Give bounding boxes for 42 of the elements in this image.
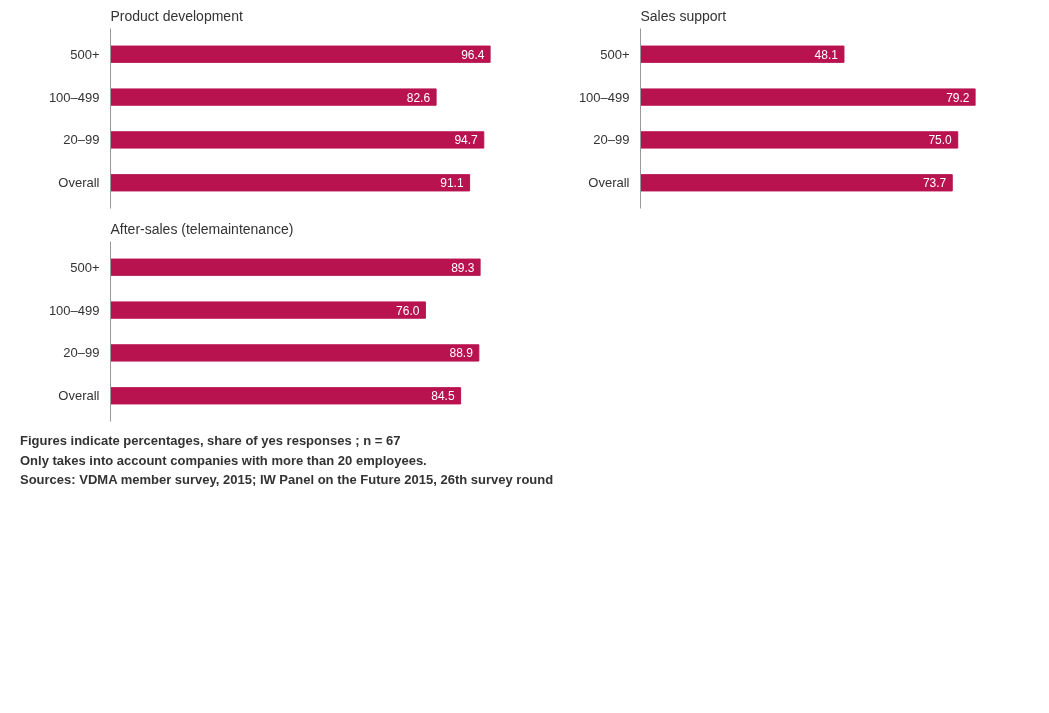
y-tick-label: Overall	[58, 388, 100, 404]
y-tick-label: 20–99	[63, 345, 100, 361]
bar	[110, 131, 485, 149]
bar	[110, 258, 481, 276]
data-label: 91.1	[440, 176, 464, 191]
bar	[640, 174, 953, 192]
bar	[640, 88, 976, 106]
data-label: 84.5	[431, 389, 455, 404]
data-label: 48.1	[814, 47, 839, 62]
chart-title: After-sales (telemaintenance)	[110, 220, 294, 237]
bar	[640, 45, 845, 63]
source-note: Sources: VDMA member survey, 2015; IW Panel on the Future 2015, 26th survey round	[20, 472, 554, 487]
y-tick-label: 20–99	[593, 132, 630, 148]
bar	[640, 131, 959, 149]
text: Only takes into account companies with more than 20 employees.	[20, 452, 427, 468]
bar	[110, 174, 471, 192]
y-tick-label: 20–99	[63, 132, 100, 148]
y-tick-label: 100–499	[48, 302, 100, 318]
chart-title: Sales support	[640, 7, 727, 24]
bar	[110, 387, 462, 405]
y-tick-label: 500+	[70, 46, 100, 62]
data-label: 82.6	[406, 90, 431, 105]
data-label: 73.7	[922, 176, 947, 191]
data-label: 88.9	[449, 346, 474, 361]
bar	[110, 88, 437, 106]
data-label: 89.3	[451, 260, 475, 275]
y-tick-label: Overall	[58, 175, 100, 191]
data-label: 79.2	[946, 90, 970, 105]
data-label: 76.0	[396, 303, 420, 318]
y-tick-label: Overall	[588, 175, 630, 191]
y-tick-label: 500+	[600, 46, 630, 62]
y-tick-label: 100–499	[48, 89, 100, 105]
text: Figures indicate percentages, share of yes responses ; n = 67	[20, 433, 401, 448]
data-label: 75.0	[928, 133, 953, 148]
bar	[110, 45, 491, 63]
bar	[110, 301, 426, 319]
bar	[110, 344, 480, 362]
chart-title: Product development	[110, 7, 243, 24]
y-tick-label: 500+	[70, 259, 100, 275]
y-tick-label: 100–499	[578, 89, 630, 105]
data-label: 94.7	[454, 133, 479, 148]
data-label: 96.4	[461, 47, 485, 62]
